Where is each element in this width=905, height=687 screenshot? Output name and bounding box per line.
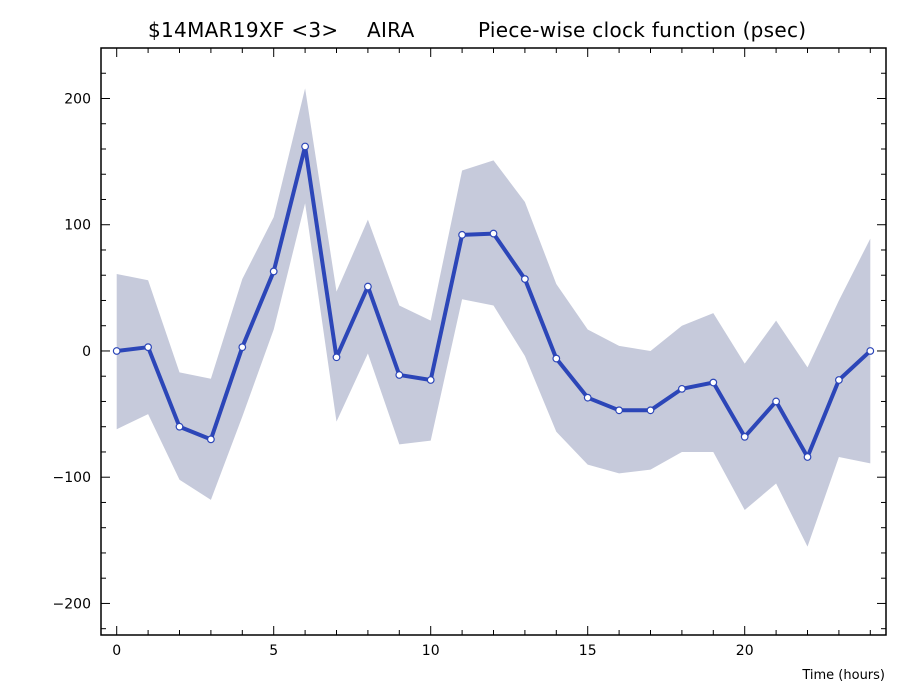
- data-point: [740, 432, 749, 441]
- y-tick-label: 100: [64, 218, 91, 234]
- marker-layer: [112, 142, 875, 461]
- clock-line-segment: [365, 284, 402, 377]
- axes: [100, 47, 887, 636]
- data-point: [552, 354, 561, 363]
- data-point: [206, 435, 215, 444]
- data-point: [583, 393, 592, 402]
- y-tick-label: 0: [82, 344, 91, 360]
- experiment-label: $14MAR19XF <3>: [148, 18, 339, 42]
- chart-title: $14MAR19XF <3> AIRA Piece-wise clock fun…: [0, 18, 905, 48]
- data-point: [803, 453, 812, 461]
- clock-line-segment: [554, 356, 590, 400]
- data-point: [646, 406, 655, 415]
- clock-line-segment: [679, 380, 716, 391]
- clock-line-segment: [491, 231, 527, 282]
- data-point: [426, 376, 435, 384]
- uncertainty-band-layer: [116, 88, 871, 547]
- tick-labels: 0 5 10 15 20 −200 −100 0 100 200: [53, 91, 754, 659]
- data-point: [238, 343, 247, 352]
- clock-line-segment: [585, 395, 622, 413]
- clock-line-segment: [836, 348, 873, 383]
- clock-line-segment: [648, 386, 684, 413]
- data-point: [175, 422, 184, 431]
- data-point: [364, 282, 372, 291]
- data-point: [615, 406, 623, 415]
- data-point: [144, 343, 153, 352]
- clock-line-segment: [774, 399, 810, 460]
- data-point: [521, 275, 529, 283]
- y-tick-label: 200: [64, 91, 91, 107]
- y-tick-label: −100: [53, 470, 91, 486]
- data-point: [489, 229, 498, 238]
- clock-line-layer: [114, 144, 873, 460]
- data-point: [301, 142, 310, 151]
- clock-line-segment: [271, 144, 308, 274]
- uncertainty-band: [116, 88, 871, 547]
- data-point: [709, 378, 718, 387]
- x-tick-label: 0: [112, 643, 121, 659]
- x-tick-label: 5: [269, 643, 278, 659]
- clock-line-segment: [742, 399, 779, 439]
- x-axis-title: Time (hours): [801, 668, 885, 683]
- x-tick-label: 20: [736, 643, 754, 659]
- y-tick-label: −200: [53, 596, 91, 612]
- clock-line-segment: [334, 284, 370, 360]
- data-point: [772, 397, 780, 406]
- clock-line-segment: [208, 345, 245, 442]
- clock-line-segment: [460, 231, 496, 237]
- data-point: [835, 376, 843, 384]
- data-point: [678, 384, 686, 393]
- clock-line-segment: [805, 378, 841, 460]
- clock-line-segment: [240, 269, 276, 350]
- data-point: [332, 353, 341, 362]
- x-tick-label: 15: [579, 643, 597, 659]
- clock-line-segment: [146, 345, 182, 429]
- function-description: Piece-wise clock function (psec): [478, 18, 807, 42]
- data-point: [395, 371, 404, 379]
- data-point: [269, 267, 278, 276]
- clock-line-segment: [114, 345, 151, 353]
- clock-line-segment: [428, 232, 465, 383]
- data-point: [112, 347, 121, 355]
- clock-line-segment: [711, 380, 747, 439]
- clock-line-segment: [397, 372, 433, 383]
- data-point: [866, 347, 875, 355]
- clock-line-segment: [177, 424, 213, 442]
- clock-line-segment: [522, 277, 559, 361]
- x-tick-label: 10: [422, 643, 440, 659]
- data-point: [458, 230, 467, 239]
- station-label: AIRA: [367, 18, 415, 42]
- clock-line-segment: [303, 144, 339, 360]
